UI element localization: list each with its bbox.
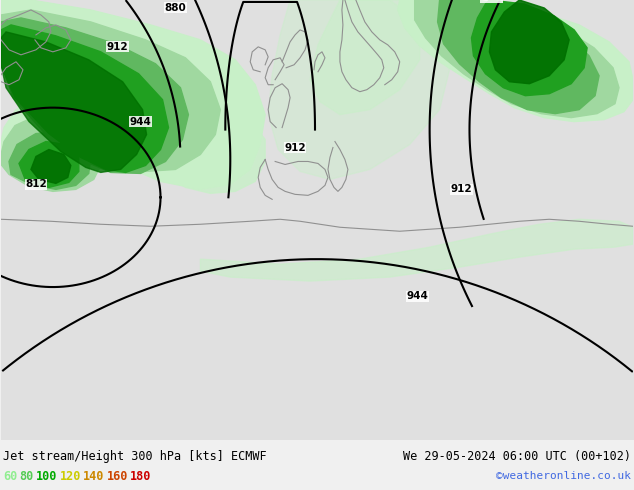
Polygon shape [472, 0, 587, 96]
Text: 912: 912 [451, 184, 472, 195]
Polygon shape [268, 0, 450, 179]
Polygon shape [1, 32, 146, 172]
Polygon shape [437, 0, 599, 114]
Polygon shape [1, 10, 221, 172]
Polygon shape [31, 149, 71, 183]
Text: 140: 140 [83, 469, 105, 483]
Text: 880: 880 [165, 3, 186, 13]
Text: 944: 944 [129, 117, 152, 126]
Text: 180: 180 [130, 469, 152, 483]
Polygon shape [1, 25, 169, 172]
Polygon shape [1, 18, 188, 173]
Polygon shape [9, 132, 91, 189]
Text: 944: 944 [407, 291, 429, 301]
Polygon shape [415, 0, 619, 118]
Text: 880: 880 [481, 0, 502, 2]
Polygon shape [1, 98, 111, 181]
Polygon shape [115, 105, 265, 194]
Text: 80: 80 [20, 469, 34, 483]
Text: 120: 120 [60, 469, 81, 483]
Text: 912: 912 [284, 143, 306, 152]
Text: 60: 60 [3, 469, 17, 483]
Text: 160: 160 [107, 469, 128, 483]
Polygon shape [398, 0, 633, 122]
Text: We 29-05-2024 06:00 UTC (00+102): We 29-05-2024 06:00 UTC (00+102) [403, 449, 631, 463]
Polygon shape [310, 0, 420, 115]
Polygon shape [200, 220, 633, 281]
Text: ©weatheronline.co.uk: ©weatheronline.co.uk [496, 471, 631, 481]
Polygon shape [1, 0, 265, 189]
Polygon shape [1, 114, 103, 192]
Text: 812: 812 [25, 179, 47, 190]
Text: Jet stream/Height 300 hPa [kts] ECMWF: Jet stream/Height 300 hPa [kts] ECMWF [3, 449, 267, 463]
Polygon shape [489, 0, 569, 84]
Polygon shape [19, 142, 79, 187]
Text: 100: 100 [36, 469, 57, 483]
Text: 912: 912 [107, 42, 129, 52]
